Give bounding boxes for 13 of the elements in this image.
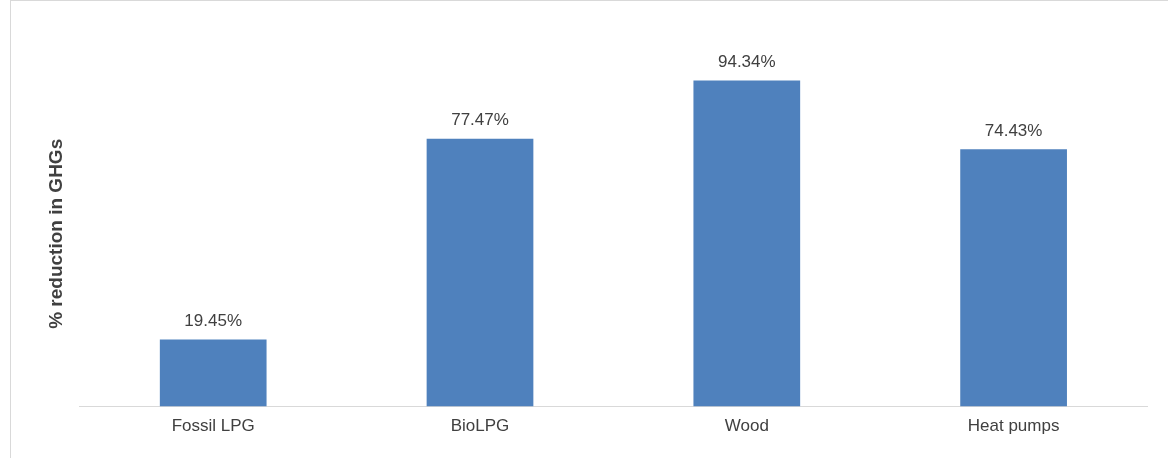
x-tick-label: BioLPG xyxy=(450,416,510,436)
bar xyxy=(426,138,534,407)
x-tick-label: Fossil LPG xyxy=(171,416,255,436)
data-label: 74.43% xyxy=(984,120,1043,140)
x-tick-label: Wood xyxy=(724,416,769,436)
data-label: 19.45% xyxy=(184,310,243,330)
bar xyxy=(693,80,801,407)
bar xyxy=(159,339,267,407)
x-tick-label: Heat pumps xyxy=(967,416,1060,436)
data-label: 77.47% xyxy=(451,110,509,130)
data-label: 94.34% xyxy=(717,51,776,71)
y-axis-title: % reduction in GHGs xyxy=(44,138,66,329)
bar xyxy=(960,149,1067,407)
